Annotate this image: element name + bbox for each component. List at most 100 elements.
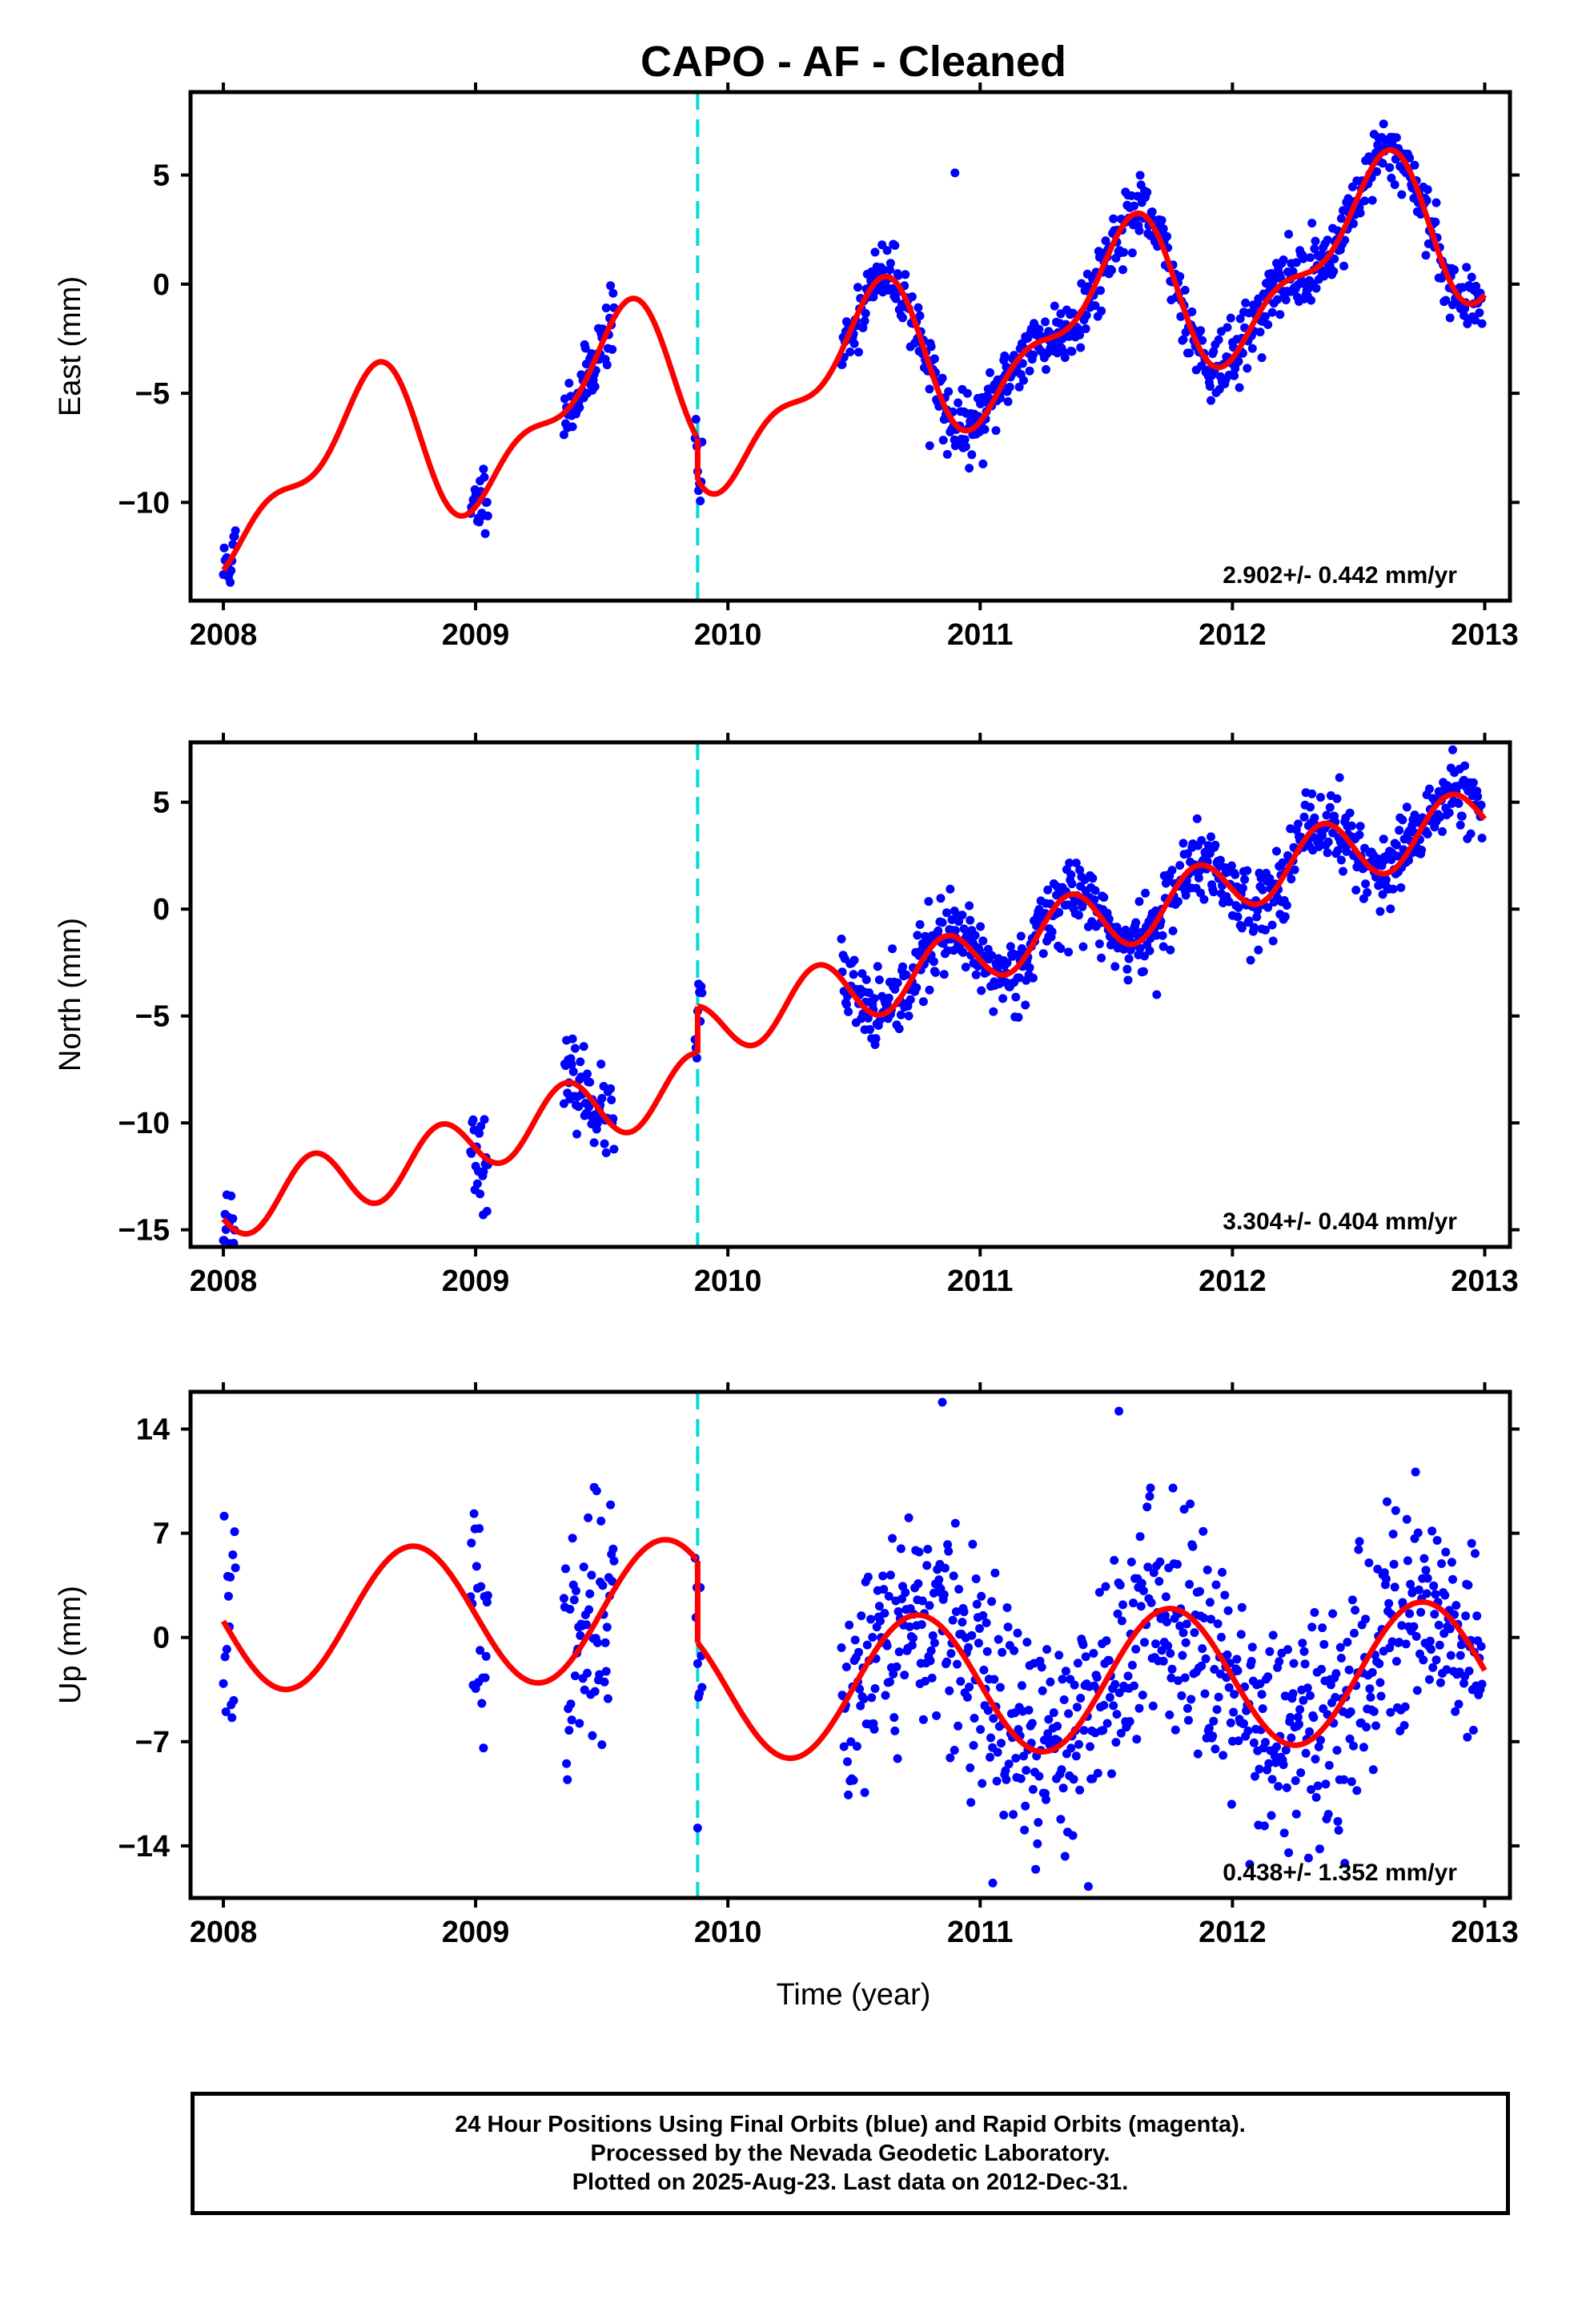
data-point xyxy=(1020,1825,1030,1835)
data-point xyxy=(879,1585,889,1594)
data-point xyxy=(938,918,947,927)
data-point xyxy=(229,1695,239,1705)
data-point xyxy=(1167,866,1177,875)
data-point xyxy=(479,1167,488,1176)
data-point xyxy=(997,1739,1006,1748)
data-point xyxy=(221,1707,231,1716)
data-point xyxy=(1367,1667,1377,1677)
data-point xyxy=(1016,931,1026,941)
x-tick-label: 2010 xyxy=(694,1265,762,1298)
data-point xyxy=(1475,308,1484,317)
data-point xyxy=(1239,1719,1248,1728)
data-point xyxy=(852,1742,861,1751)
data-point xyxy=(1349,1741,1358,1751)
data-point xyxy=(1456,820,1465,830)
data-point xyxy=(1264,1759,1274,1768)
data-point xyxy=(956,1677,966,1686)
data-point xyxy=(1454,1699,1464,1709)
data-point xyxy=(1316,793,1325,802)
data-point xyxy=(1477,319,1487,328)
data-point xyxy=(987,951,997,960)
data-point xyxy=(227,1191,236,1200)
data-point xyxy=(1217,1632,1226,1642)
data-point-outlier xyxy=(693,1823,702,1833)
data-point xyxy=(1282,901,1291,910)
data-point xyxy=(1364,1558,1374,1567)
data-point xyxy=(476,1582,486,1591)
data-point xyxy=(1468,778,1478,787)
x-tick-label: 2012 xyxy=(1199,1916,1267,1949)
data-point xyxy=(1071,858,1081,868)
velocity-label: 3.304+/- 0.404 mm/yr xyxy=(1223,1208,1457,1235)
data-point xyxy=(861,975,871,984)
data-point xyxy=(1272,1742,1281,1751)
data-point xyxy=(1110,1679,1120,1689)
panel-north: 2008 2009 2010 2011 2012 2013 5 0 −5 −10 −15 North … xyxy=(54,733,1520,1298)
data-point xyxy=(1198,336,1207,345)
data-point xyxy=(1014,382,1024,392)
data-point xyxy=(1267,920,1277,930)
data-point xyxy=(1167,1664,1177,1674)
data-point xyxy=(219,1679,228,1688)
data-point xyxy=(898,962,907,971)
data-point xyxy=(1323,1810,1333,1819)
data-point xyxy=(1419,1655,1428,1665)
data-point xyxy=(1255,1764,1264,1774)
data-point xyxy=(1057,1765,1066,1775)
data-point xyxy=(1347,1777,1356,1787)
x-tick-label: 2008 xyxy=(190,1916,258,1949)
data-point xyxy=(855,1684,865,1694)
data-point xyxy=(1247,1657,1256,1666)
data-point xyxy=(1142,1502,1152,1512)
data-point xyxy=(909,1633,917,1642)
data-point xyxy=(940,1563,950,1573)
data-point xyxy=(1142,187,1152,197)
data-point xyxy=(1083,1882,1093,1892)
data-point xyxy=(1307,219,1317,228)
data-point xyxy=(1247,1642,1257,1652)
data-point xyxy=(1333,1816,1343,1826)
data-point xyxy=(881,1691,890,1700)
data-point xyxy=(1307,789,1317,798)
data-point xyxy=(568,1534,577,1543)
data-point xyxy=(1113,1609,1122,1618)
data-point xyxy=(1101,1582,1110,1591)
data-point xyxy=(1149,1568,1158,1578)
data-point xyxy=(1135,943,1145,953)
data-point xyxy=(1158,931,1167,940)
data-point xyxy=(1410,160,1419,170)
data-point xyxy=(1477,834,1487,842)
data-point xyxy=(1043,1729,1053,1739)
data-point xyxy=(939,970,949,979)
data-point xyxy=(1375,1659,1384,1668)
data-point xyxy=(1173,1559,1182,1569)
data-point xyxy=(1107,1769,1116,1779)
data-point xyxy=(1375,1678,1385,1687)
data-point xyxy=(572,1586,580,1595)
data-point xyxy=(561,1564,570,1574)
data-point xyxy=(965,464,974,473)
data-point xyxy=(1401,1639,1411,1649)
data-point xyxy=(1146,1598,1156,1607)
data-point xyxy=(1267,1811,1276,1820)
data-point xyxy=(1158,942,1168,951)
data-point xyxy=(559,430,568,440)
data-point xyxy=(1075,330,1085,340)
data-point xyxy=(1240,875,1250,884)
data-point xyxy=(1254,945,1263,955)
data-point xyxy=(994,1634,1003,1644)
data-point xyxy=(1395,1638,1404,1647)
data-point xyxy=(1365,1684,1375,1694)
x-tick-label: 2009 xyxy=(442,618,510,652)
data-point xyxy=(1143,1562,1153,1572)
y-tick-label: 5 xyxy=(153,786,170,820)
data-point xyxy=(1318,830,1327,840)
data-point xyxy=(1249,1738,1259,1747)
data-point xyxy=(1134,226,1144,235)
data-point xyxy=(868,1633,877,1642)
data-point xyxy=(1182,849,1192,858)
data-point xyxy=(1336,214,1346,223)
data-point xyxy=(1213,1619,1223,1629)
data-point xyxy=(1078,942,1088,951)
data-point xyxy=(1168,926,1178,935)
